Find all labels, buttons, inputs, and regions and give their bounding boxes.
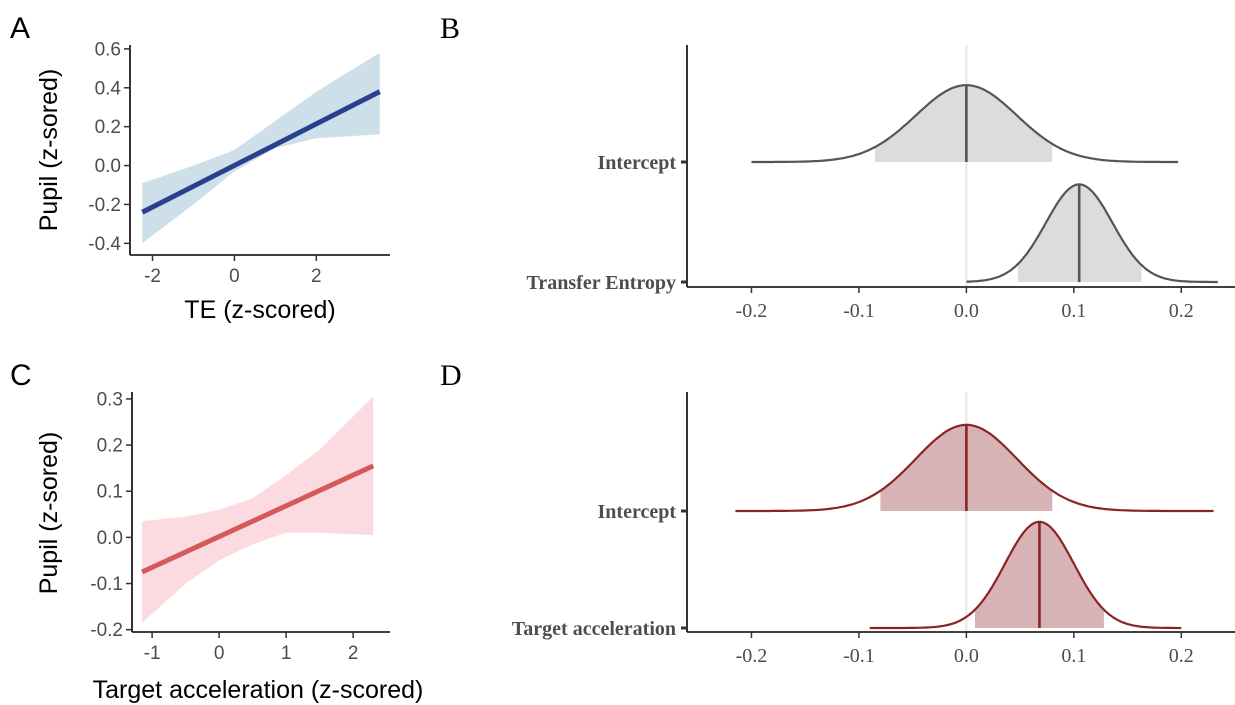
panel-letter-d: D	[440, 359, 462, 392]
panel-d-x-tick-label: -0.2	[736, 645, 768, 667]
panel-d-x-tick-label: 0.2	[1169, 645, 1194, 667]
panel-a-y-tick-label: 0.4	[95, 78, 122, 99]
panel-d: -0.2 -0.1 0.0 0.1 0.2 Intercept Target accele…	[512, 392, 1235, 667]
panel-c-y-axis-title: Pupil (z-sored)	[35, 432, 63, 595]
panel-d-x-tick-label: 0.1	[1061, 645, 1086, 667]
panel-c-regression-line	[141, 463, 375, 575]
panel-c-y-tick-label: 0.3	[97, 389, 123, 410]
panel-d-y-label: Target acceleration	[512, 618, 676, 640]
panel-d-y-label: Intercept	[598, 501, 677, 523]
panel-letter-c: C	[10, 359, 32, 392]
panel-a-y-tick-label: -0.2	[88, 195, 121, 216]
panel-a-x-tick-label: 2	[311, 266, 322, 287]
panel-c-y-tick-label: 0.1	[97, 482, 123, 503]
panel-c-x-axis-title: Target acceleration (z-scored)	[93, 676, 424, 704]
panel-b-density-curve	[751, 84, 1179, 164]
panel-b-y-label: Transfer Entropy	[527, 272, 676, 294]
panel-a-y-axis-title: Pupil (z-sored)	[35, 69, 63, 232]
panel-d-density-curve	[869, 520, 1182, 630]
panel-a-y-tick-label: 0.0	[95, 156, 121, 177]
panel-a: -0.4-0.20.00.20.40.6 -2 0 2 TE (z-scored) …	[35, 39, 390, 324]
panel-c-y-tick-label: -0.1	[90, 574, 123, 595]
panel-a-ci-band	[142, 52, 380, 244]
panel-a-y-tick-label: 0.6	[95, 39, 121, 60]
panel-d-x-tick-label: -0.1	[843, 645, 875, 667]
panel-b-x-tick-label: -0.2	[736, 300, 768, 322]
panel-a-x-axis-title: TE (z-scored)	[184, 296, 335, 324]
panel-c-x-tick-label: 1	[281, 643, 292, 664]
panel-d-x-tick-label: 0.0	[954, 645, 979, 667]
panel-b-x-tick-label: 0.0	[954, 300, 979, 322]
panel-a-regression-line	[141, 89, 381, 215]
panel-b-x-tick-label: -0.1	[843, 300, 875, 322]
panel-a-x-tick-label: -2	[144, 266, 161, 287]
panel-d-density-curve	[735, 423, 1214, 513]
panel-c-y-tick-label: -0.2	[90, 620, 123, 641]
panel-b-y-label: Intercept	[598, 152, 677, 174]
panel-b: -0.2 -0.1 0.0 0.1 0.2 Intercept Transfer Entr…	[527, 45, 1235, 322]
panel-c-x-tick-label: 2	[348, 643, 359, 664]
panel-c-ci-band	[142, 396, 374, 623]
panel-c-x-tick-label: 0	[214, 643, 225, 664]
panel-c-y-tick-label: 0.0	[97, 528, 123, 549]
panel-c-y-tick-label: 0.2	[97, 436, 123, 457]
panel-b-density-curve	[966, 183, 1218, 284]
panel-c-x-tick-label: -1	[144, 643, 161, 664]
panel-a-y-tick-label: 0.2	[95, 117, 121, 138]
panel-b-x-tick-label: 0.2	[1169, 300, 1194, 322]
panel-letter-b: B	[440, 12, 460, 45]
panel-c: -0.2 -0.1 0.0 0.1 0.2 0.3 -1 0 1 2 Target accele…	[35, 389, 423, 704]
panel-b-interval-fill	[875, 85, 1053, 162]
panel-b-x-tick-label: 0.1	[1061, 300, 1086, 322]
panel-a-x-tick-label: 0	[229, 266, 240, 287]
panel-a-y-tick-label: -0.4	[88, 234, 121, 255]
panel-letter-a: A	[10, 12, 30, 45]
